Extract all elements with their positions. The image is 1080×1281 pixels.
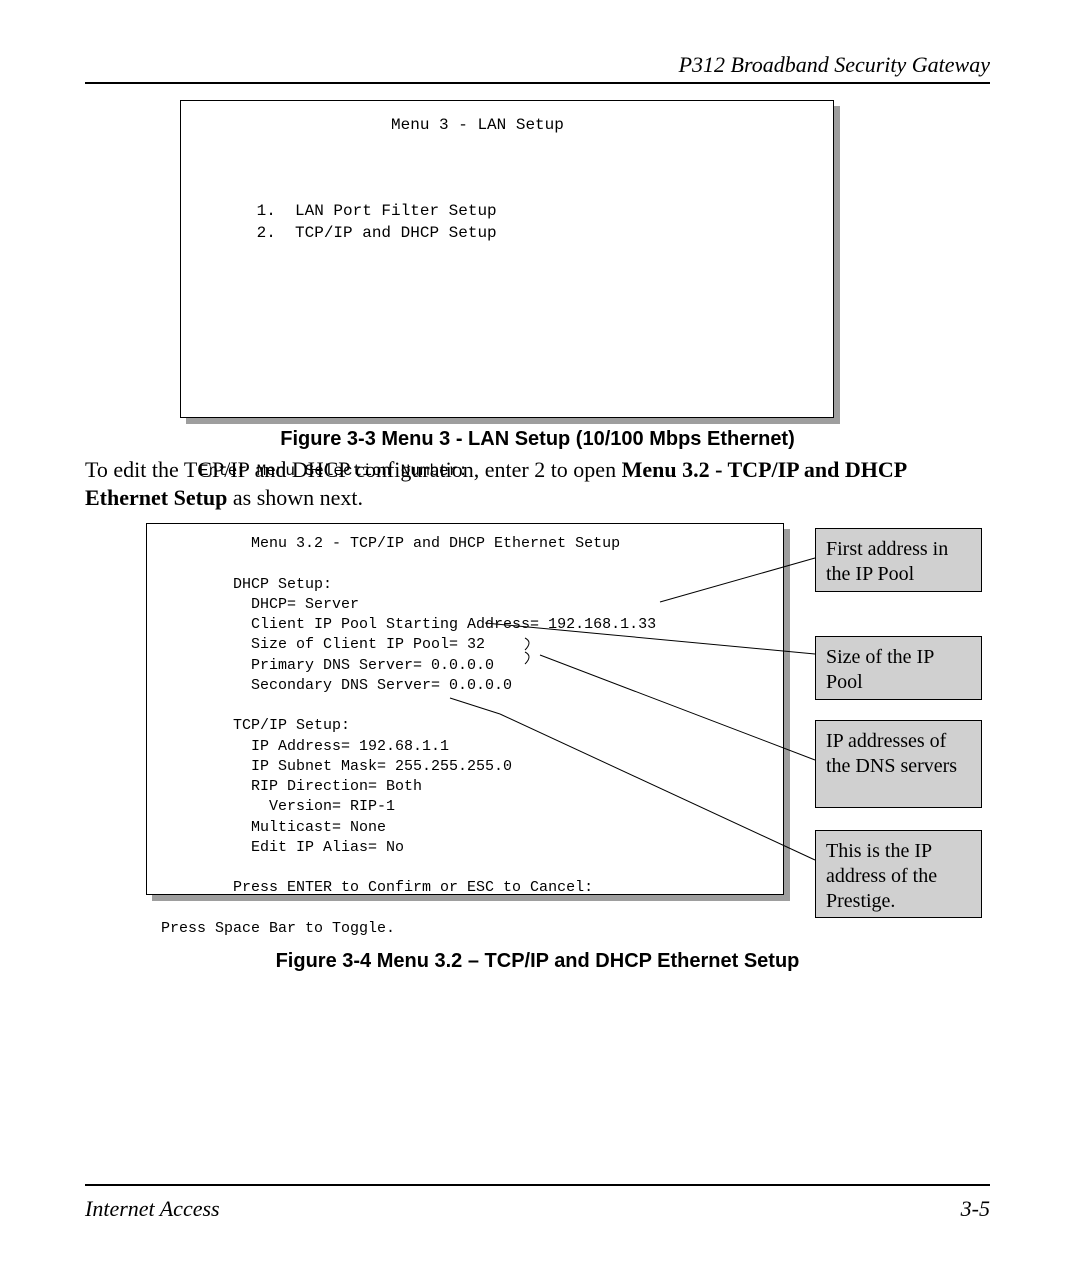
terminal1-title: Menu 3 - LAN Setup [199,116,564,134]
terminal1-items: 1. LAN Port Filter Setup 2. TCP/IP and D… [199,202,497,242]
callout-first-address: First address in the IP Pool [815,528,982,592]
body-paragraph: To edit the TCP/IP and DHCP configuratio… [85,456,990,512]
figure-caption-3-3: Figure 3-3 Menu 3 - LAN Setup (10/100 Mb… [85,428,990,451]
callout-dns: IP addresses of the DNS servers [815,720,982,808]
rule-top [85,82,990,84]
terminal2: Menu 3.2 - TCP/IP and DHCP Ethernet Setu… [146,523,784,895]
page-header: P312 Broadband Security Gateway [679,52,990,78]
terminal1: Menu 3 - LAN Setup 1. LAN Port Filter Se… [180,100,834,418]
callout-pool-size: Size of the IP Pool [815,636,982,700]
rule-bottom [85,1184,990,1186]
body-t1: To edit the TCP/IP and DHCP configuratio… [85,457,622,482]
footer-right: 3-5 [961,1196,990,1222]
body-t2: as shown next. [227,485,363,510]
figure-caption-3-4: Figure 3-4 Menu 3.2 – TCP/IP and DHCP Et… [85,950,990,973]
terminal2-content: Menu 3.2 - TCP/IP and DHCP Ethernet Setu… [161,535,656,937]
page: P312 Broadband Security Gateway Menu 3 -… [0,0,1080,1281]
callout-prestige-ip: This is the IP address of the Prestige. [815,830,982,918]
footer-left: Internet Access [85,1196,220,1222]
